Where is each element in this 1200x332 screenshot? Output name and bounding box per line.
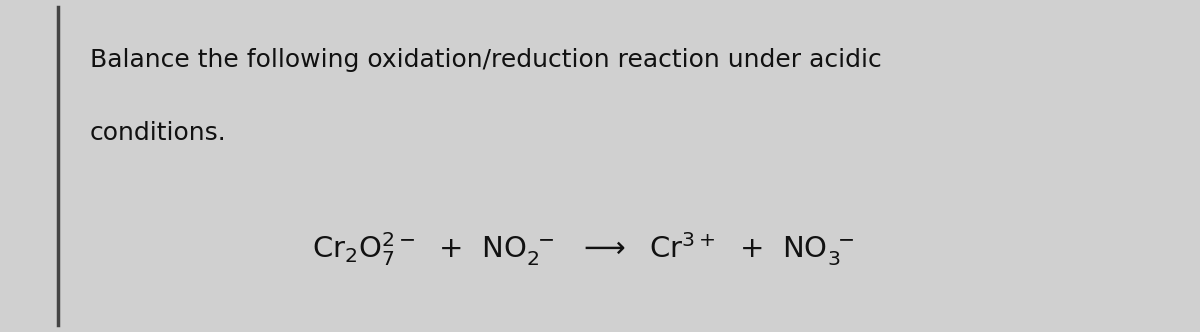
Text: Balance the following oxidation/reduction reaction under acidic: Balance the following oxidation/reductio… bbox=[90, 48, 882, 72]
Text: conditions.: conditions. bbox=[90, 121, 227, 145]
Text: $\mathregular{Cr_2O_7^{2-}}$  $\mathregular{+}$  $\mathregular{NO_2^{\ -}}$  $\l: $\mathregular{Cr_2O_7^{2-}}$ $\mathregul… bbox=[312, 230, 854, 268]
